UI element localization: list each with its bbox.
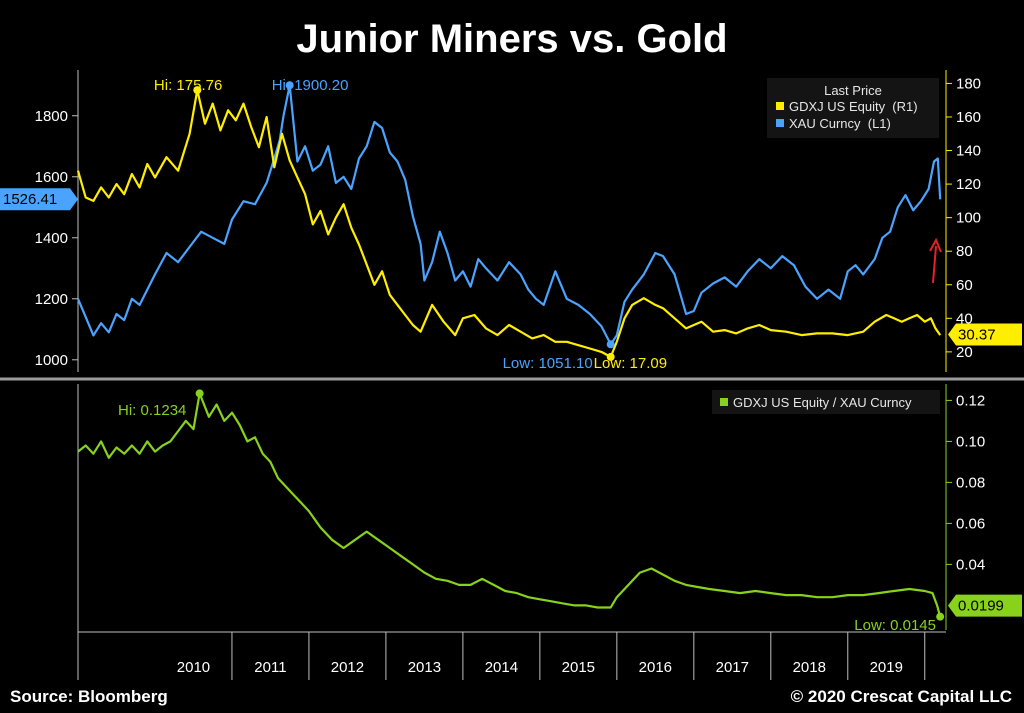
series-line-xau [76, 84, 942, 346]
last-value-badge-xau-bg [0, 188, 78, 211]
left-tick-label: 1200 [35, 291, 68, 308]
last-value-badge-ratio-bg [948, 594, 1022, 617]
low-marker-gdxj [606, 352, 615, 361]
right-tick-label: 80 [956, 243, 973, 260]
ratio-tick-label: 0.04 [956, 556, 985, 573]
low-marker-ratio [936, 612, 945, 621]
legend-swatch-gdxj [776, 102, 784, 110]
x-tick-label: 2018 [793, 659, 826, 676]
legend-entry-ratio: GDXJ US Equity / XAU Curncy [733, 395, 912, 410]
x-tick-label: 2019 [870, 659, 903, 676]
left-tick-label: 1800 [35, 108, 68, 125]
top-legend-box [767, 78, 939, 138]
right-tick-label: 60 [956, 277, 973, 294]
ratio-tick-label: 0.06 [956, 515, 985, 532]
right-tick-label: 140 [956, 143, 981, 160]
x-tick-label: 2011 [254, 659, 286, 676]
top-legend: Last Price GDXJ US Equity (R1) XAU Curnc… [767, 78, 939, 138]
red-arrow-icon [929, 237, 942, 284]
legend-entry-xau: XAU Curncy (L1) [789, 116, 891, 131]
low-label-xau: Low: 1051.10 [503, 355, 593, 372]
low-label-ratio: Low: 0.0145 [854, 617, 936, 634]
last-value-badge-gdxj: 30.37 [958, 326, 996, 343]
right-tick-label: 20 [956, 344, 973, 361]
right-tick-label: 160 [956, 109, 981, 126]
ratio-tick-label: 0.12 [956, 392, 985, 409]
hi-label-gdxj: Hi: 175.76 [154, 77, 222, 94]
left-tick-label: 1400 [35, 230, 68, 247]
legend-swatch-ratio [720, 398, 728, 406]
series-line-gdxj [76, 89, 942, 358]
x-tick-label: 2017 [716, 659, 749, 676]
hi-marker-gdxj [193, 86, 202, 95]
hi-marker-xau [285, 81, 294, 90]
low-marker-xau [606, 340, 615, 349]
hi-label-ratio: Hi: 0.1234 [118, 402, 186, 419]
left-tick-label: 1000 [35, 352, 68, 369]
right-tick-label: 100 [956, 210, 981, 227]
low-label-gdxj: Low: 17.09 [594, 355, 667, 372]
x-tick-label: 2014 [485, 659, 518, 676]
legend-entry-gdxj: GDXJ US Equity (R1) [789, 99, 918, 114]
right-tick-label: 180 [956, 75, 981, 92]
top-panel: 1000 1200 1400 1600 1800 20 40 60 80 100 120 140 160… [0, 70, 1022, 372]
x-tick-label: 2015 [562, 659, 595, 676]
last-value-badge-xau: 1526.41 [3, 191, 57, 208]
x-tick-label: 2013 [408, 659, 441, 676]
hi-label-xau: Hi: 1900.20 [272, 77, 349, 94]
bottom-panel: 0.04 0.06 0.08 0.10 0.12 Hi: 0.1234 Low: 0.014… [77, 384, 1022, 680]
bottom-legend: GDXJ US Equity / XAU Curncy [712, 390, 940, 414]
ratio-tick-label: 0.08 [956, 474, 985, 491]
right-tick-label: 40 [956, 310, 973, 327]
series-line-ratio [77, 392, 942, 617]
right-tick-label: 120 [956, 176, 981, 193]
bottom-legend-box [712, 390, 940, 414]
source-text: Source: Bloomberg [10, 687, 168, 706]
chart-title: Junior Miners vs. Gold [296, 17, 727, 61]
copyright-text: © 2020 Crescat Capital LLC [791, 687, 1012, 706]
top-legend-title: Last Price [824, 83, 882, 98]
legend-swatch-xau [776, 119, 784, 127]
left-tick-label: 1600 [35, 169, 68, 186]
x-axis: 2010 2011 2012 2013 2014 2015 2016 2017 2018 2019 [78, 631, 946, 680]
last-value-badge-ratio: 0.0199 [958, 598, 1004, 615]
x-tick-label: 2016 [639, 659, 672, 676]
hi-marker-ratio [195, 389, 204, 398]
last-value-badge-gdxj-bg [948, 323, 1022, 346]
x-tick-label: 2012 [331, 659, 364, 676]
x-tick-label: 2010 [177, 659, 210, 676]
ratio-tick-label: 0.10 [956, 433, 985, 450]
